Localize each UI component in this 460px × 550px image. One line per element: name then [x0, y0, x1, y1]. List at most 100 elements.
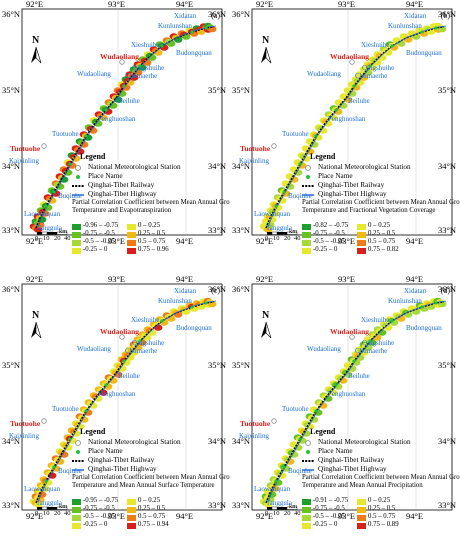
north-label: N — [262, 310, 270, 321]
class-label: -0.25 – 0 — [313, 246, 338, 253]
map-frame — [251, 283, 453, 511]
highway-line — [267, 300, 447, 503]
longitude-label: 94°E — [406, 236, 424, 246]
north-label: N — [32, 310, 40, 321]
class-label: 0 – 0.25 — [368, 497, 391, 504]
longitude-label: 93°E — [108, 275, 126, 284]
class-label: 0.25 – 0.5 — [138, 505, 166, 512]
legend-station-label: National Meteorological Station — [88, 163, 181, 171]
legend-highway-label: Qinghai-Tibet Highway — [88, 190, 157, 198]
legend-variable: Mean Annual Surface Temperature — [119, 481, 215, 489]
class-swatch — [72, 224, 81, 230]
place-point — [138, 64, 142, 68]
place-tanggula: Tanggula — [266, 224, 292, 232]
class-label: -0.5 – -0.25 — [83, 238, 115, 245]
class-label: 0.75 – 0.94 — [138, 521, 169, 528]
class-swatch — [72, 240, 81, 246]
longitude-label: 92°E — [256, 275, 274, 284]
class-label: -0.5 – -0.25 — [313, 238, 345, 245]
place-fenghuoshan: Fenghuoshan — [328, 390, 366, 398]
place-xidatan: Xidatan — [404, 12, 427, 20]
place-buqiuhe: Buqiuhe — [58, 192, 82, 200]
place-tuotuohe-station: Tuotuohe — [10, 419, 41, 428]
legend-station-label: National Meteorological Station — [88, 438, 181, 446]
place-point — [44, 479, 48, 483]
class-swatch — [72, 523, 81, 529]
place-wudaoliang-station: Wudaoliang — [330, 327, 370, 336]
latitude-label: 35°N — [232, 360, 251, 370]
place-point — [84, 409, 88, 413]
class-swatch — [302, 499, 311, 505]
latitude-label: 35°N — [438, 360, 457, 370]
latitude-label: 36°N — [438, 284, 457, 294]
north-arrow-icon — [261, 46, 272, 64]
place-xidatan: Xidatan — [174, 287, 197, 295]
correlation-cell — [344, 96, 353, 103]
north-label: N — [262, 35, 270, 46]
place-point — [104, 108, 108, 112]
class-label: -0.91 – -0.75 — [313, 497, 349, 504]
class-label: -0.25 – 0 — [83, 521, 108, 528]
place-fenghuoshan: Fenghuoshan — [98, 115, 136, 123]
class-label: 0.75 – 0.82 — [368, 246, 399, 253]
correlation-cell — [397, 315, 406, 322]
place-buqiuhe: Buqiuhe — [288, 192, 312, 200]
station-symbol-icon — [75, 440, 81, 446]
map-frame — [251, 8, 453, 236]
legend-railway-label: Qinghai-Tibet Railway — [318, 181, 385, 189]
map-frame — [21, 283, 223, 511]
place-qingshuihe: Qingshuihe — [132, 339, 165, 347]
place-wudaoliang: Wudaoliang — [77, 70, 111, 78]
correlation-cell — [290, 176, 299, 183]
place-qingshuihe: Qingshuihe — [362, 339, 395, 347]
class-swatch — [302, 224, 311, 230]
map-panel-b: (b) 92°E 93°E 94°E 92°E 93°E 94°E 36°N 3… — [230, 0, 460, 275]
correlation-cell — [378, 54, 387, 61]
legend-symbols — [302, 165, 314, 196]
highway-line — [267, 25, 447, 228]
scale-zero: 0 — [35, 235, 39, 242]
legend-station-label: National Meteorological Station — [318, 163, 411, 171]
latitude-label: 36°N — [438, 9, 457, 19]
legend-pcc-intro: Partial Correlation Coefficient between … — [302, 199, 460, 214]
place-point — [84, 134, 88, 138]
place-point — [190, 305, 194, 309]
longitude-label: 92°E — [256, 236, 274, 246]
correlation-cell — [76, 148, 85, 155]
correlation-cell — [378, 329, 387, 336]
place-qingshuihe: Qingshuihe — [362, 64, 395, 72]
class-label: -0.95 – -0.75 — [83, 497, 119, 504]
place-points — [274, 26, 438, 208]
railway-line — [35, 301, 215, 504]
place-fenghuoshan: Fenghuoshan — [328, 115, 366, 123]
scale-forty: 40 — [64, 235, 71, 242]
class-swatch — [72, 248, 81, 254]
railway-line — [35, 26, 215, 229]
place-point — [282, 465, 286, 469]
scale-zero: 0 — [265, 510, 269, 517]
correlation-cell — [148, 54, 157, 61]
legend-station-label: National Meteorological Station — [318, 438, 411, 446]
correlation-cell — [208, 300, 217, 308]
panel-letter: (a) — [211, 11, 220, 20]
place-wudaoliang: Wudaoliang — [77, 345, 111, 353]
latitude-label: 34°N — [232, 161, 251, 171]
place-symbol-icon — [306, 450, 310, 454]
place-points — [44, 26, 208, 208]
meteorological-station — [41, 418, 47, 424]
latitude-label: 33°N — [2, 500, 21, 510]
place-point — [390, 319, 394, 323]
latitude-label: 34°N — [2, 436, 21, 446]
correlation-cell — [397, 40, 406, 47]
scale-twenty: 20 — [284, 235, 291, 242]
class-swatch — [72, 507, 81, 513]
meteorological-stations — [271, 59, 355, 149]
place-beiluhe: Beiluhe — [348, 97, 370, 105]
scale-unit: km — [59, 228, 68, 235]
station-symbol-icon — [75, 165, 81, 171]
correlation-cell — [143, 334, 152, 341]
latitude-label: 35°N — [2, 85, 21, 95]
place-symbol-icon — [76, 175, 80, 179]
class-swatch — [357, 240, 366, 246]
place-point — [352, 359, 356, 363]
